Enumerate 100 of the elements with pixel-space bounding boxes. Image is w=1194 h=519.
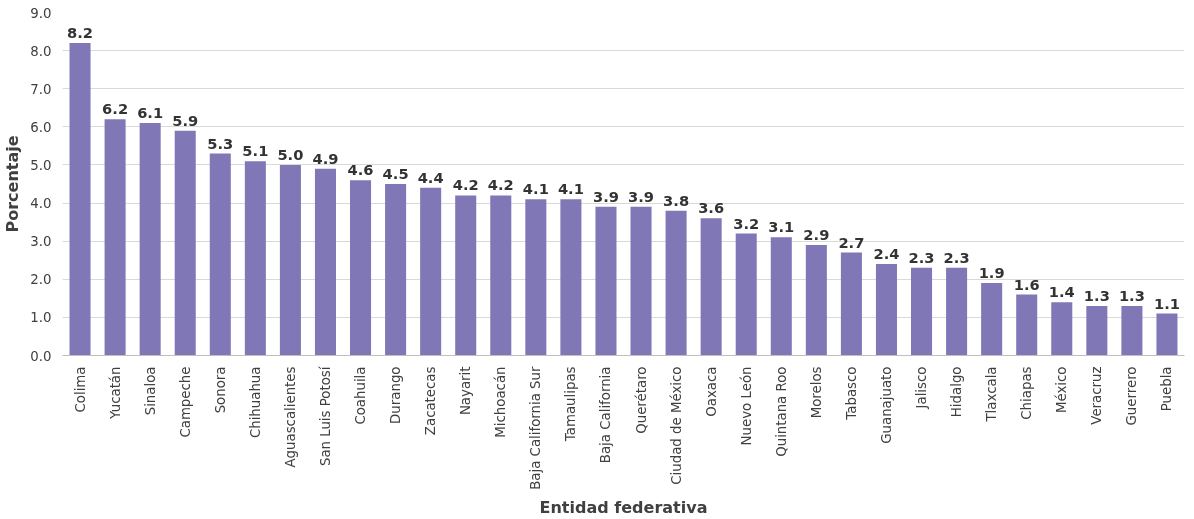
x-tick-label: Oaxaca [703,366,719,417]
bar [735,233,757,356]
x-tick-label: Morelos [808,366,824,419]
data-label: 3.2 [733,214,760,232]
data-label: 4.6 [347,161,374,179]
x-tick-label: Ciudad de México [668,366,684,485]
bar [420,187,442,356]
data-label: 3.6 [698,199,725,217]
bar [875,264,897,356]
data-label: 4.2 [487,176,514,194]
bar [69,42,91,356]
bar [174,130,196,356]
x-tick-label: San Luis Potosí [317,365,333,467]
y-tick-label: 6.0 [30,119,52,135]
data-label: 4.1 [522,180,549,198]
data-label: 5.9 [172,111,199,129]
bar [1051,302,1073,356]
x-tick-label: Tamaulipas [563,366,579,443]
x-tick-label: Baja California [598,366,614,464]
bar [1156,313,1178,356]
bar [1016,294,1038,356]
data-label: 1.3 [1118,286,1145,304]
bar [350,180,372,356]
y-tick-label: 4.0 [30,196,52,212]
bar [981,283,1003,356]
x-tick-label: Hidalgo [949,366,965,418]
x-axis-title: Entidad federativa [539,497,708,517]
bar [770,237,792,356]
bar [314,168,336,356]
x-tick-label: Sinaloa [142,366,158,416]
x-tick-label: Yucatán [107,366,123,420]
x-tick-label: Veracruz [1089,366,1105,425]
x-tick-label: Tlaxcala [984,366,1000,423]
data-label: 2.3 [943,248,970,266]
data-label: 3.1 [768,218,795,236]
y-axis-title: Porcentaje [3,135,23,233]
bar [385,184,407,356]
data-label: 4.9 [312,149,339,167]
bar [1121,305,1143,356]
bar [490,195,512,356]
bar [455,195,477,356]
x-tick-label: Querétaro [633,366,649,434]
bar [700,218,722,356]
data-label: 1.4 [1048,283,1075,301]
x-tick-label: Campeche [177,366,193,438]
x-tick-label: México [1054,366,1070,414]
data-label: 1.9 [978,264,1005,282]
x-tick-label: Zacatecas [423,366,439,436]
bar [630,206,652,356]
bar [840,252,862,356]
x-tick-label: Puebla [1159,366,1175,412]
y-tick-label: 7.0 [30,81,52,97]
data-label: 1.6 [1013,275,1040,293]
data-label: 2.7 [838,233,865,251]
bar [911,267,933,356]
x-tick-label: Guerrero [1124,366,1140,426]
x-tick-label: Jalisco [914,366,930,410]
x-tick-label: Coahuila [353,366,369,425]
data-label: 8.2 [67,23,94,41]
bar [209,153,231,356]
x-tick-label: Quintana Roo [773,366,789,457]
x-tick-label: Guanajuato [878,366,894,444]
data-label: 6.1 [137,104,164,122]
bar [244,161,266,356]
y-tick-label: 9.0 [30,5,52,21]
data-label: 4.5 [382,165,409,182]
bar [525,199,547,356]
x-tick-label: Aguascalientes [282,366,298,468]
data-label: 4.4 [417,168,444,186]
x-tick-label: Nayarit [458,366,474,416]
bar [595,206,617,356]
bar [1086,305,1108,356]
x-tick-label: Sonora [212,366,228,414]
y-tick-label: 5.0 [30,157,52,173]
data-label: 3.9 [592,187,619,205]
bar [560,199,582,356]
bar [665,210,687,356]
data-label: 1.1 [1153,294,1180,312]
x-tick-label: Nuevo León [738,366,754,446]
x-tick-label: Tabasco [843,366,859,421]
y-tick-label: 3.0 [30,234,52,250]
x-tick-label: Michoacán [493,366,509,438]
x-tick-label: Chiapas [1019,366,1035,420]
data-label: 4.2 [452,176,479,194]
bar [946,267,968,356]
data-label: 6.2 [102,100,129,118]
x-tick-label: Colima [72,366,88,413]
x-tick-label: Baja California Sur [528,365,544,490]
y-tick-label: 2.0 [30,272,52,288]
bar [139,123,161,356]
data-label: 5.1 [242,142,269,160]
y-tick-label: 1.0 [30,310,52,326]
y-tick-label: 8.0 [30,43,52,59]
data-label: 5.3 [207,134,234,152]
data-label: 2.3 [908,248,935,266]
x-tick-label: Chihuahua [247,366,263,439]
bar [279,164,301,356]
data-label: 3.8 [663,191,690,209]
data-label: 3.9 [628,187,655,205]
bar [104,119,126,356]
